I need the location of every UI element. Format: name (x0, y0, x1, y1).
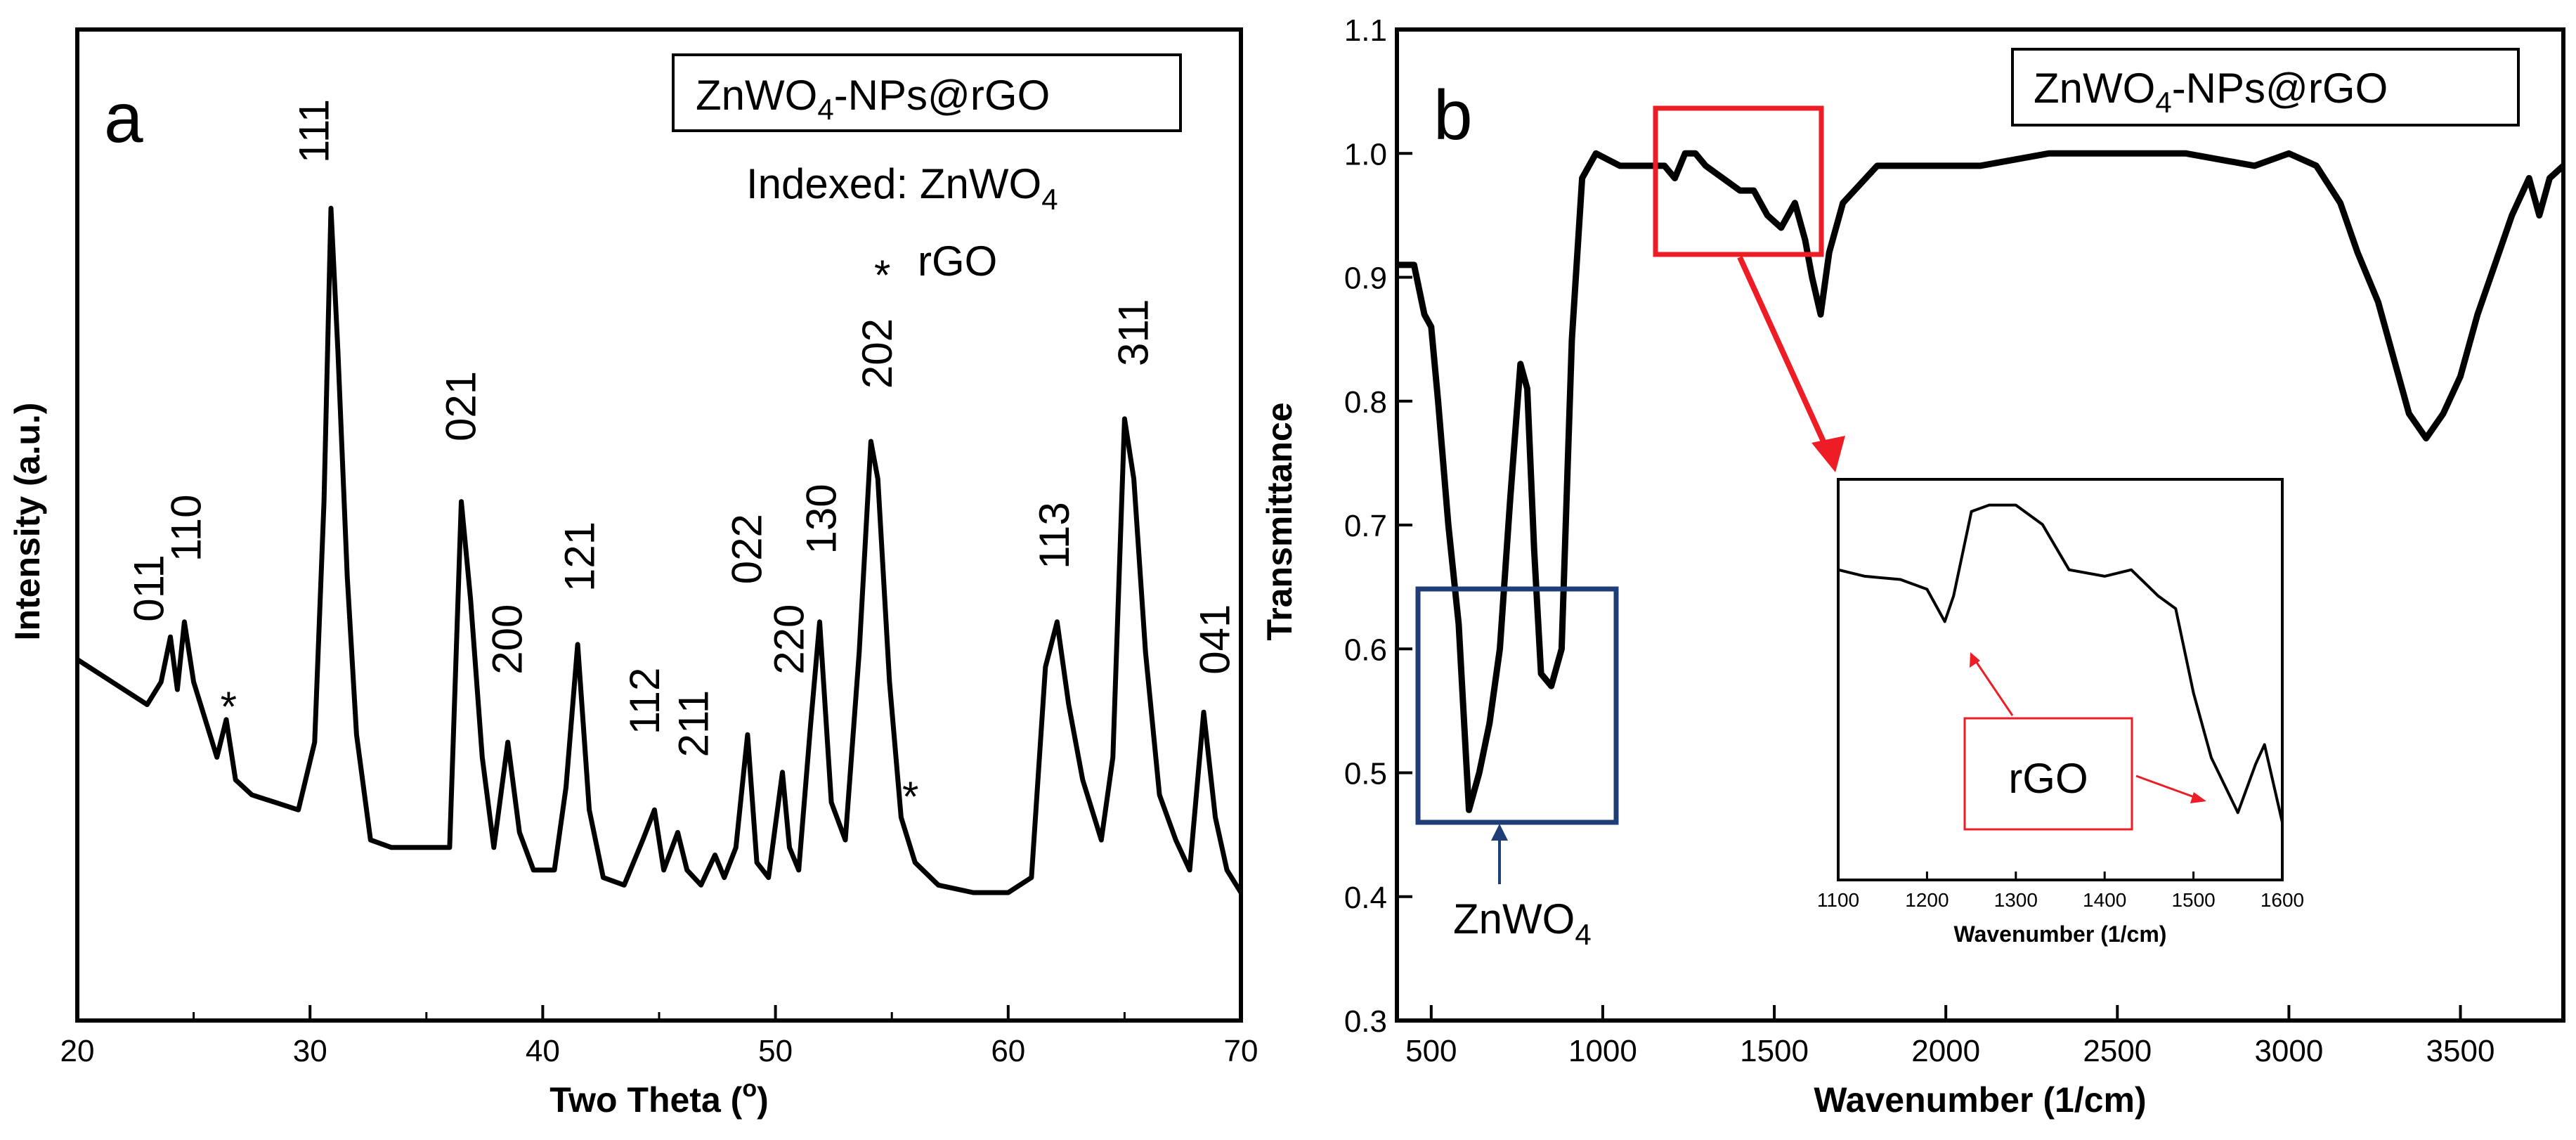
panel-a-peak-label: 121 (556, 522, 603, 592)
panel-b-x-tick-label: 2000 (1911, 1034, 1980, 1068)
panel-a-x-tick-label: 70 (1224, 1034, 1258, 1068)
panel-a-peak-label: 021 (437, 371, 484, 441)
panel-b-x-tick-label: 500 (1405, 1034, 1457, 1068)
panel-b-y-tick-label: 0.8 (1344, 385, 1387, 420)
panel-a-peak-label: 220 (765, 604, 812, 675)
znwo4-arrow-head (1491, 824, 1508, 841)
panel-b-ftir-chart: 500 1000 1500 2000 2500 3000 3500 0.3 0.4 0.5 0.6… (1260, 13, 2566, 1120)
inset-x-tick-label: 1500 (2171, 889, 2215, 911)
panel-a-letter: a (104, 79, 143, 157)
rgo-inset-arrow-left (1973, 659, 2014, 716)
panel-a-peak-label: 112 (621, 668, 668, 735)
znwo4-label: ZnWO4 (1453, 895, 1592, 951)
panel-a-peak-label: 041 (1191, 604, 1238, 675)
inset-x-ticks: 1100 1200 1300 1400 1500 1600 (1817, 872, 2304, 911)
panel-b-y-tick-label: 0.6 (1344, 633, 1387, 667)
rgo-inset-arrow-right (2135, 775, 2199, 800)
panel-a-peak-label: 211 (670, 690, 717, 758)
panel-a-x-tick-label: 20 (60, 1034, 95, 1068)
panel-b-x-tick-label: 1500 (1740, 1034, 1809, 1068)
panel-a-peak-label: 200 (484, 604, 531, 675)
panel-a-x-tick-label: 30 (293, 1034, 327, 1068)
panel-a-x-axis-title: Two Theta (o) (549, 1075, 769, 1120)
panel-a-indexed-label: Indexed: ZnWO4 (746, 160, 1058, 216)
inset-curve (1837, 503, 2284, 823)
panel-a-peak-label: 110 (163, 495, 210, 562)
panel-b-x-tick-label: 1000 (1568, 1034, 1637, 1068)
panel-b-ftir-curve (1397, 150, 2566, 813)
panel-b-x-tick-label: 3000 (2254, 1034, 2323, 1068)
rgo-inset-label: rGO (2008, 755, 2088, 802)
panel-b-y-tick-label: 1.0 (1344, 137, 1387, 171)
panel-b-y-tick-label: 0.3 (1344, 1004, 1387, 1039)
inset-frame (1837, 478, 2284, 881)
panel-a-y-axis-title: Intensity (a.u.) (8, 403, 47, 641)
panel-b-y-tick-label: 0.4 (1344, 881, 1387, 915)
panel-b-y-ticks: 0.3 0.4 0.5 0.6 0.7 0.8 0.9 1.0 1.1 (1344, 13, 1412, 1039)
inset-x-tick-label: 1300 (1994, 889, 2038, 911)
znwo4-region-highlight-box (1415, 586, 1619, 825)
panel-a-peak-label: 130 (798, 484, 845, 554)
panel-a-peak-label: 113 (1031, 502, 1078, 569)
panel-b-x-ticks: 500 1000 1500 2000 2500 3000 3500 (1405, 1005, 2494, 1068)
panel-a-rgo-marker: * (221, 683, 237, 730)
panel-b-legend-box: ZnWO4-NPs@rGO (2011, 48, 2520, 127)
panel-a-rgo-legend-label: rGO (918, 238, 997, 285)
inset-x-tick-label: 1600 (2260, 889, 2304, 911)
panel-b-letter: b (1433, 76, 1473, 155)
inset-chart: 1100 1200 1300 1400 1500 1600 Wavenumber (1/c… (1817, 478, 2304, 947)
panel-b-y-tick-label: 1.1 (1344, 13, 1387, 48)
panel-b-x-tick-label: 2500 (2083, 1034, 2152, 1068)
panel-a-x-tick-label: 60 (991, 1034, 1025, 1068)
panel-b-x-tick-label: 3500 (2426, 1034, 2495, 1068)
panel-a-legend-box: ZnWO4-NPs@rGO (672, 53, 1182, 132)
rgo-inset-arrow-left-head (1970, 652, 1980, 668)
panel-a-rgo-star: * (874, 252, 890, 299)
panel-a-rgo-marker: * (902, 773, 918, 820)
panel-a-peak-label: 311 (1110, 299, 1157, 366)
inset-x-axis-title: Wavenumber (1/cm) (1954, 921, 2167, 947)
highlight-arrow-line (1737, 256, 1833, 457)
rgo-inset-arrow-right-head (2190, 792, 2206, 803)
panel-b-y-tick-label: 0.5 (1344, 757, 1387, 791)
panel-a-peak-label: 022 (724, 514, 771, 584)
panel-b-x-axis-title: Wavenumber (1/cm) (1814, 1080, 2146, 1120)
panel-a-x-tick-label: 50 (758, 1034, 793, 1068)
panel-b-legend-frame (2011, 48, 2520, 127)
panel-a-peak-label: 111 (291, 99, 338, 163)
rgo-region-highlight-box (1653, 105, 1824, 257)
inset-x-tick-label: 1100 (1817, 889, 1859, 911)
panel-a-legend-frame (672, 53, 1182, 132)
rgo-inset-label-box (1963, 717, 2133, 831)
panel-b-y-tick-label: 0.7 (1344, 509, 1387, 543)
panel-a-legend-text: ZnWO4-NPs@rGO (696, 72, 1050, 126)
inset-x-tick-label: 1400 (2083, 889, 2126, 911)
inset-x-tick-label: 1200 (1905, 889, 1949, 911)
highlight-arrow-head (1811, 436, 1845, 472)
panel-b-legend-text: ZnWO4-NPs@rGO (2034, 65, 2388, 119)
panel-a-xrd-curve (76, 205, 1243, 895)
panel-a-x-ticks: 20 30 40 50 60 70 (60, 1005, 1258, 1068)
panel-a-x-tick-label: 40 (526, 1034, 560, 1068)
panel-a-peak-label: 011 (126, 555, 173, 622)
panel-b-y-axis-title: Transmittance (1260, 402, 1299, 640)
panel-b-y-tick-label: 0.9 (1344, 261, 1387, 296)
panel-a-peak-label: 202 (854, 318, 901, 389)
